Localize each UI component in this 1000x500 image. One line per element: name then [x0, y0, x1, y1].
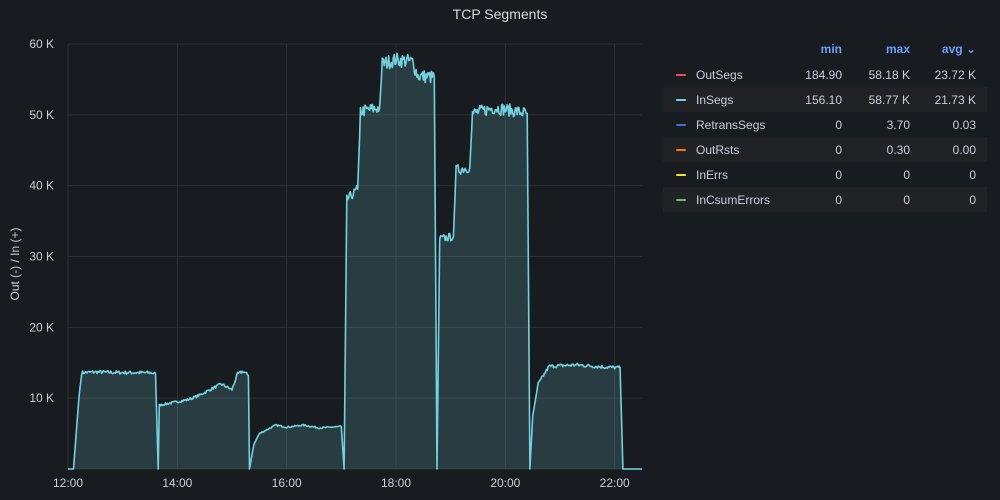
legend-min-value: 184.90: [805, 68, 842, 82]
series-area-insegs: [68, 53, 642, 470]
chevron-down-icon: ⌄: [965, 42, 976, 56]
series-color-swatch: [676, 174, 686, 176]
legend-table: min max avg ⌄ OutSegs 184.90 58.18 K 23.72 …: [663, 38, 987, 212]
legend-header-avg[interactable]: avg ⌄: [942, 42, 976, 56]
legend-avg-value: 0.00: [952, 143, 976, 157]
legend-series-name[interactable]: InSegs: [696, 93, 734, 107]
y-axis: 10 K 20 K 30 K 40 K 50 K 60 K: [29, 37, 54, 405]
legend-avg-value: 23.72 K: [934, 68, 976, 82]
series-color-swatch: [676, 74, 686, 76]
legend-max-value: 0: [903, 168, 910, 182]
legend-avg-value: 21.73 K: [934, 93, 976, 107]
legend-series-name[interactable]: RetransSegs: [696, 118, 766, 132]
legend-avg-value: 0: [969, 168, 976, 182]
legend-row-outsegs[interactable]: OutSegs 184.90 58.18 K 23.72 K: [663, 62, 987, 87]
legend-row-outrsts[interactable]: OutRsts 0 0.30 0.00: [663, 137, 987, 162]
x-tick-label: 20:00: [490, 476, 520, 490]
legend-min-value: 0: [835, 193, 842, 207]
legend-rows: OutSegs 184.90 58.18 K 23.72 K InSegs 156.10 5…: [663, 62, 987, 212]
legend-header-max[interactable]: max: [885, 42, 910, 56]
grid-lines: [67, 43, 642, 470]
y-axis-label: Out (-) / In (+): [8, 227, 22, 300]
series-color-swatch: [676, 124, 686, 126]
y-tick-label: 20 K: [29, 320, 54, 334]
legend-row-incsumerrors[interactable]: InCsumErrors 0 0 0: [663, 187, 987, 212]
y-tick-label: 30 K: [29, 250, 54, 264]
legend-row-insegs[interactable]: InSegs 156.10 58.77 K 21.73 K: [663, 87, 987, 112]
legend-max-value: 3.70: [886, 118, 910, 132]
x-tick-label: 16:00: [272, 476, 302, 490]
legend-max-value: 0: [903, 193, 910, 207]
y-tick-label: 10 K: [29, 391, 54, 405]
legend-series-name[interactable]: OutRsts: [696, 143, 740, 157]
series-line-insegs: [68, 52, 642, 470]
legend-series-name[interactable]: OutSegs: [696, 68, 743, 82]
legend-series-name[interactable]: InCsumErrors: [696, 193, 771, 207]
legend-header-min[interactable]: min: [820, 42, 842, 56]
series-color-swatch: [676, 199, 686, 201]
legend-row-inerrs[interactable]: InErrs 0 0 0: [663, 162, 987, 187]
legend-min-value: 0: [835, 118, 842, 132]
y-tick-label: 60 K: [29, 37, 54, 51]
x-tick-label: 12:00: [53, 476, 83, 490]
series-color-swatch: [676, 99, 686, 101]
legend-series-name[interactable]: InErrs: [696, 168, 729, 182]
x-tick-label: 22:00: [600, 476, 630, 490]
legend-avg-value: 0: [969, 193, 976, 207]
y-tick-label: 50 K: [29, 108, 54, 122]
x-axis: 12:00 14:00 16:00 18:00 20:00 22:00: [53, 476, 630, 490]
legend-row-retranssegs[interactable]: RetransSegs 0 3.70 0.03: [663, 112, 987, 137]
legend-avg-value: 0.03: [952, 118, 976, 132]
x-tick-label: 14:00: [162, 476, 192, 490]
x-tick-label: 18:00: [381, 476, 411, 490]
legend-max-value: 0.30: [886, 143, 910, 157]
legend-max-value: 58.77 K: [868, 93, 910, 107]
legend-min-value: 156.10: [805, 93, 842, 107]
series-group: [68, 52, 642, 470]
legend-header: min max avg ⌄: [663, 38, 987, 62]
legend-min-value: 0: [835, 143, 842, 157]
chart-title: TCP Segments: [452, 6, 548, 22]
y-tick-label: 40 K: [29, 179, 54, 193]
legend-header-avg-label: avg: [941, 42, 963, 56]
legend-min-value: 0: [835, 168, 842, 182]
legend-max-value: 58.18 K: [868, 68, 910, 82]
series-color-swatch: [676, 149, 686, 151]
